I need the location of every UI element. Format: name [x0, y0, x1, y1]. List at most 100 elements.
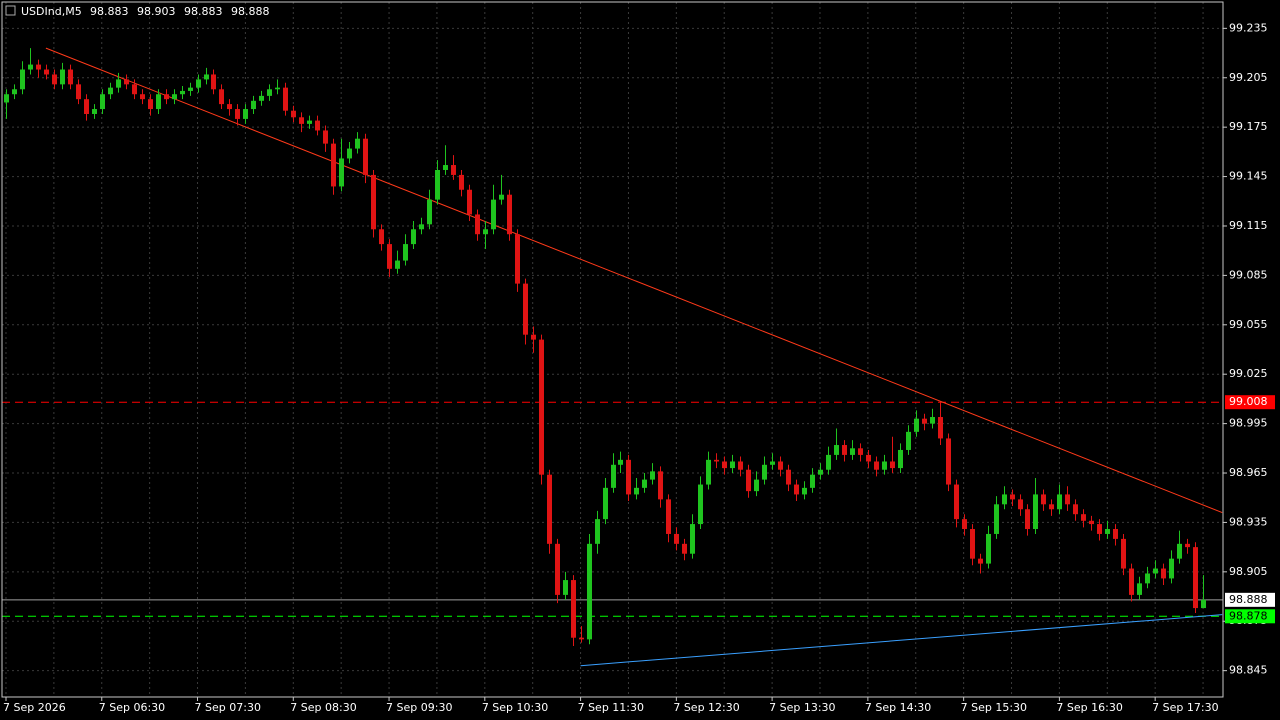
candle-body — [674, 533, 679, 544]
candle-body — [866, 454, 871, 462]
candle-body — [738, 461, 743, 470]
candle-body — [172, 94, 177, 100]
candle-body — [371, 174, 376, 230]
candle-body — [243, 109, 248, 119]
candle-body — [164, 94, 169, 100]
candles-layer — [4, 48, 1206, 646]
candle-body — [762, 464, 767, 480]
y-tick-label: 98.995 — [1229, 417, 1268, 430]
candle-body — [1193, 547, 1198, 609]
candle-body — [475, 214, 480, 235]
trend-line — [580, 614, 1223, 667]
candle-body — [323, 130, 328, 144]
axis-layer: 99.235 99.205 99.175 99.145 99.115 99.085 99.0… — [3, 21, 1275, 714]
candle-body — [499, 194, 504, 200]
candle-body — [267, 89, 272, 96]
bid-box — [1225, 592, 1275, 607]
candle-body — [307, 120, 312, 124]
candle-body — [642, 479, 647, 488]
candle-body — [962, 519, 967, 530]
candle-body — [946, 438, 951, 485]
header: USDInd,M5 98.883 98.903 98.883 98.888 — [5, 5, 270, 18]
candle-body — [1169, 558, 1174, 579]
candle-body — [1129, 568, 1134, 595]
level-box — [1225, 609, 1275, 624]
candle-body — [427, 199, 432, 225]
candle-body — [291, 110, 296, 118]
candle-body — [299, 117, 304, 124]
ohlc-low: 98.883 — [184, 5, 223, 18]
candle-body — [68, 69, 73, 85]
candle-body — [84, 99, 89, 114]
candle-body — [1121, 538, 1126, 569]
candle-body — [1137, 583, 1142, 595]
candle-body — [507, 194, 512, 235]
candle-body — [28, 64, 33, 70]
candle-body — [211, 74, 216, 90]
candle-body — [826, 454, 831, 470]
candle-body — [204, 74, 209, 80]
candle-body — [722, 461, 727, 469]
candle-body — [116, 79, 121, 88]
candle-body — [1073, 504, 1078, 515]
candle-body — [180, 90, 185, 95]
candle-body — [451, 165, 456, 175]
candle-body — [682, 543, 687, 554]
grid-layer — [2, 2, 1223, 697]
y-tick-label: 99.025 — [1229, 367, 1268, 380]
symbol-title: USDInd,M5 — [21, 5, 82, 18]
candle-body — [1081, 514, 1086, 521]
candle-body — [339, 158, 344, 187]
x-tick-label: 7 Sep 06:30 — [99, 701, 165, 714]
candle-body — [778, 461, 783, 470]
candle-body — [76, 84, 81, 100]
candle-body — [611, 464, 616, 488]
candle-body — [802, 487, 807, 495]
candle-body — [363, 138, 368, 175]
candle-body — [411, 229, 416, 245]
candle-body — [483, 229, 488, 235]
candle-body — [850, 448, 855, 455]
y-tick-label: 99.175 — [1229, 120, 1268, 133]
candle-body — [20, 69, 25, 90]
candle-body — [898, 449, 903, 469]
candle-body — [603, 487, 608, 520]
candle-body — [930, 417, 935, 424]
candle-body — [770, 461, 775, 465]
candle-body — [435, 169, 440, 200]
candle-body — [842, 445, 847, 455]
y-tick-label: 99.145 — [1229, 170, 1268, 183]
y-tick-label: 99.235 — [1229, 21, 1268, 34]
candle-body — [1201, 599, 1206, 609]
x-tick-label: 7 Sep 2026 — [3, 701, 66, 714]
candle-body — [355, 138, 360, 149]
candle-body — [954, 484, 959, 520]
candle-body — [443, 165, 448, 170]
y-tick-label: 98.845 — [1229, 664, 1268, 677]
candle-body — [563, 580, 568, 595]
candle-body — [587, 543, 592, 640]
lines-layer — [2, 47, 1223, 667]
candle-body — [666, 499, 671, 534]
candle-body — [978, 558, 983, 564]
candle-body — [1002, 494, 1007, 505]
candle-body — [690, 524, 695, 554]
candle-body — [595, 519, 600, 544]
candle-body — [1145, 573, 1150, 584]
candle-body — [571, 580, 576, 638]
candle-body — [459, 174, 464, 190]
candle-body — [618, 459, 623, 465]
candle-body — [235, 109, 240, 119]
candle-body — [539, 339, 544, 475]
trend-line — [45, 47, 1223, 514]
candle-body — [395, 260, 400, 269]
candle-body — [874, 461, 879, 470]
ohlc-close: 98.888 — [231, 5, 270, 18]
x-tick-label: 7 Sep 11:30 — [578, 701, 644, 714]
level-label: 98.878 — [1229, 609, 1268, 622]
candle-body — [658, 471, 663, 500]
candle-body — [818, 469, 823, 475]
